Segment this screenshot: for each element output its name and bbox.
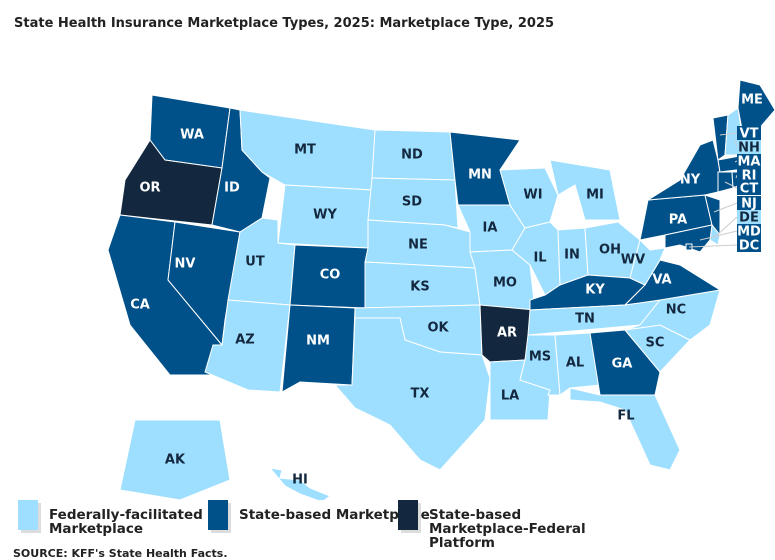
callout-box-de[interactable] <box>737 210 761 224</box>
legend-label-line: Marketplace <box>49 521 143 537</box>
state-label-nd: ND <box>401 148 423 163</box>
source-note: SOURCE: KFF's State Health Facts. <box>13 547 228 560</box>
state-label-md: MD <box>737 225 761 240</box>
state-label-wy: WY <box>313 208 337 223</box>
callout-line-nj <box>713 202 738 213</box>
legend-label-line: State-based Marketplace <box>239 507 430 523</box>
state-label-ky: KY <box>585 283 605 298</box>
state-label-co: CO <box>320 268 341 283</box>
state-label-ms: MS <box>529 350 551 365</box>
callout-line-de <box>715 216 738 237</box>
state-label-or: OR <box>139 181 160 196</box>
legend-swatch <box>398 500 418 530</box>
state-label-mi: MI <box>586 188 604 203</box>
state-label-dc: DC <box>739 239 759 254</box>
legend-swatch <box>208 500 228 530</box>
legend-label: State-based Marketplace <box>239 508 430 522</box>
callout-box-nj[interactable] <box>737 196 761 210</box>
state-label-mt: MT <box>294 143 316 158</box>
callout-box-ct[interactable] <box>737 181 761 195</box>
callout-line-ri <box>735 174 738 179</box>
callout-box-dc[interactable] <box>737 238 761 252</box>
state-ny[interactable] <box>647 139 721 201</box>
state-label-nj: NJ <box>741 197 757 212</box>
state-label-ks: KS <box>410 280 429 295</box>
state-label-de: DE <box>739 211 759 226</box>
callout-box-nh[interactable] <box>737 140 761 154</box>
state-label-mn: MN <box>468 168 492 183</box>
state-label-la: LA <box>501 389 519 404</box>
legend-label-line: Marketplace-Federal <box>429 521 586 537</box>
legend-label-line: State-based <box>429 507 522 523</box>
state-label-ut: UT <box>245 255 265 270</box>
state-label-mo: MO <box>493 276 517 291</box>
state-label-in: IN <box>564 248 580 263</box>
state-label-wv: WV <box>621 253 645 268</box>
state-label-nc: NC <box>666 303 686 318</box>
state-label-il: IL <box>533 251 546 266</box>
state-al[interactable] <box>554 332 601 396</box>
callout-line-ma <box>734 160 738 163</box>
state-md[interactable] <box>664 224 713 253</box>
state-label-ga: GA <box>612 357 633 372</box>
state-label-ca: CA <box>130 298 150 313</box>
state-label-tn: TN <box>575 312 595 327</box>
state-label-wi: WI <box>523 188 542 203</box>
state-label-me: ME <box>741 93 763 108</box>
legend-label-line: Federally-facilitated <box>49 507 203 523</box>
state-label-vt: VT <box>740 127 759 142</box>
state-nm[interactable] <box>281 304 356 393</box>
callout-box-vt[interactable] <box>737 126 761 140</box>
legend-label: State-based Marketplace-Federal Platform <box>429 508 586 550</box>
callout-line-ct <box>724 181 738 189</box>
state-ga[interactable] <box>589 329 661 396</box>
state-label-hi: HI <box>292 473 308 488</box>
state-label-nh: NH <box>738 141 760 156</box>
state-label-az: AZ <box>235 333 255 348</box>
state-label-nv: NV <box>175 257 196 272</box>
state-tx[interactable] <box>333 317 491 471</box>
state-label-ne: NE <box>408 238 428 253</box>
state-label-ok: OK <box>427 321 449 336</box>
state-label-oh: OH <box>599 243 621 258</box>
state-label-ia: IA <box>483 221 498 236</box>
state-label-ar: AR <box>497 326 517 341</box>
callout-line-md <box>699 230 738 241</box>
state-label-sd: SD <box>402 195 422 210</box>
callout-line-dc <box>688 244 738 248</box>
state-mi[interactable] <box>549 159 621 221</box>
state-label-sc: SC <box>646 336 665 351</box>
state-fl[interactable] <box>569 387 681 471</box>
map-title: State Health Insurance Marketplace Types… <box>14 16 555 31</box>
callout-line-vt <box>719 132 738 136</box>
state-label-id: ID <box>224 181 240 196</box>
state-label-tx: TX <box>411 387 430 402</box>
state-label-fl: FL <box>617 409 634 424</box>
state-hi[interactable] <box>268 467 332 500</box>
state-label-ri: RI <box>742 169 757 184</box>
state-label-ct: CT <box>740 182 759 197</box>
callout-box-ri[interactable] <box>737 168 761 182</box>
state-label-al: AL <box>566 356 584 371</box>
state-label-pa: PA <box>669 213 687 228</box>
us-map: WA OR ID MT WY CA NV UT AZ CO NM ND SD NE KS OK TX MN IA MO… <box>107 79 775 500</box>
state-ak[interactable] <box>119 419 231 500</box>
legend-swatch <box>18 500 38 530</box>
state-label-wa: WA <box>180 128 204 143</box>
legend-label-line: Platform <box>429 535 495 551</box>
callout-box-md[interactable] <box>737 224 761 238</box>
state-label-nm: NM <box>306 334 330 349</box>
state-label-va: VA <box>652 273 671 288</box>
callout-line-nh <box>734 139 738 148</box>
state-label-ny: NY <box>680 173 701 188</box>
state-label-ak: AK <box>165 453 186 468</box>
state-label-ma: MA <box>738 155 761 170</box>
callout-box-ma[interactable] <box>737 154 761 168</box>
legend-label: Federally-facilitated Marketplace <box>49 508 203 536</box>
